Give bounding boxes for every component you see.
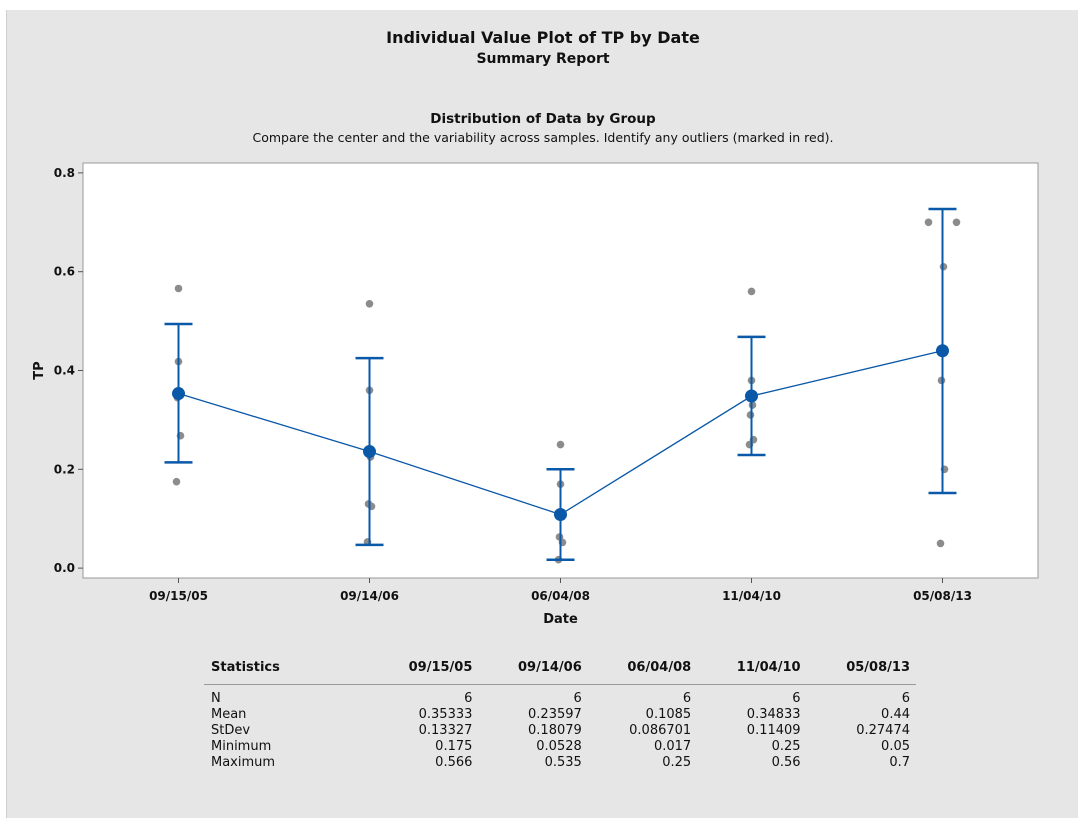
data-point — [556, 440, 565, 449]
x-tick-label: 09/14/06 — [340, 589, 399, 603]
data-point — [747, 287, 756, 296]
statistics-cell: 0.7 — [889, 755, 910, 770]
statistics-cell: 6 — [573, 691, 582, 706]
mean-marker — [554, 508, 567, 522]
x-tick-label: 05/08/13 — [913, 589, 972, 603]
report-subtitle: Summary Report — [476, 51, 610, 67]
panel-subtitle: Compare the center and the variability a… — [252, 130, 834, 145]
statistics-cell: 0.18079 — [528, 723, 582, 738]
y-tick-label: 0.8 — [54, 166, 75, 180]
statistics-cell: 0.44 — [881, 707, 910, 722]
y-tick-label: 0.0 — [54, 561, 75, 575]
statistics-cell: 6 — [464, 691, 473, 706]
statistics-cell: 6 — [682, 691, 692, 706]
mean-marker — [172, 387, 185, 401]
y-tick-label: 0.6 — [54, 265, 75, 279]
statistics-row: Minimum 0.175 0.0528 0.017 0.25 0.05 — [204, 739, 916, 755]
panel-title: Distribution of Data by Group — [430, 111, 656, 127]
statistics-cell: 0.56 — [771, 755, 801, 770]
statistics-cell: 0.086701 — [629, 723, 692, 738]
statistics-column-header: 11/04/10 — [736, 659, 801, 675]
data-point — [365, 300, 374, 308]
x-axis-label: Date — [543, 612, 578, 627]
mean-marker — [745, 389, 758, 403]
data-point — [174, 284, 183, 293]
statistics-cell: 6 — [792, 691, 801, 706]
statistics-cell: 0.05 — [881, 739, 910, 754]
statistics-row: StDev 0.13327 0.18079 0.086701 0.11409 0.2747… — [204, 723, 916, 739]
statistics-row: Mean 0.35333 0.23597 0.1085 0.34833 0.44 — [204, 707, 916, 723]
data-point — [952, 218, 961, 227]
statistics-cell: 0.1085 — [645, 707, 692, 722]
statistics-row: Maximum 0.566 0.535 0.25 0.56 0.7 — [204, 755, 916, 771]
statistics-cell: 0.017 — [653, 739, 692, 754]
x-tick-label: 06/04/08 — [531, 589, 590, 603]
statistics-cell: 0.13327 — [418, 723, 473, 738]
statistics-table: Statistics 09/15/05 09/14/06 06/04/08 11/04/… — [204, 657, 916, 771]
statistics-column-header: 05/08/13 — [846, 659, 910, 675]
statistics-row-label: Minimum — [211, 739, 272, 754]
statistics-header-row: Statistics 09/15/05 09/14/06 06/04/08 11/04/… — [204, 657, 916, 685]
statistics-cell: 0.0528 — [536, 739, 582, 754]
statistics-cell: 0.175 — [435, 739, 473, 754]
statistics-column-header: 06/04/08 — [627, 659, 692, 675]
statistics-cell: 0.35333 — [418, 707, 473, 722]
statistics-cell: 0.535 — [544, 755, 582, 770]
statistics-cell: 0.23597 — [528, 707, 582, 722]
y-tick-label: 0.4 — [54, 364, 75, 378]
statistics-cell: 0.34833 — [746, 707, 801, 722]
data-point — [936, 539, 945, 548]
statistics-row-label: N — [211, 691, 221, 706]
data-point — [172, 477, 181, 486]
x-tick-label: 09/15/05 — [149, 589, 208, 603]
statistics-cell: 0.27474 — [856, 723, 910, 738]
statistics-cell: 6 — [901, 691, 910, 706]
mean-marker — [936, 344, 949, 358]
x-tick-label: 11/04/10 — [722, 589, 781, 603]
statistics-row-label: StDev — [211, 723, 251, 738]
y-tick-label: 0.2 — [54, 462, 75, 476]
statistics-cell: 0.25 — [771, 739, 801, 754]
statistics-header-label: Statistics — [211, 659, 280, 675]
statistics-column-header: 09/15/05 — [408, 659, 473, 675]
individual-value-plot: 0.0 0.2 0.4 0.6 0.8 09/15/05 09/14/06 06/04/08 1… — [32, 162, 1039, 627]
report-title: Individual Value Plot of TP by Date — [386, 28, 700, 47]
statistics-cell: 0.25 — [662, 755, 692, 770]
statistics-row-label: Mean — [211, 707, 247, 722]
y-axis-label: TP — [32, 361, 47, 379]
data-point — [924, 218, 933, 227]
mean-marker — [363, 445, 376, 459]
statistics-cell: 0.566 — [435, 755, 473, 770]
report-background: Individual Value Plot of TP by Date Summ… — [6, 10, 1078, 818]
statistics-row-label: Maximum — [211, 755, 276, 770]
statistics-column-header: 09/14/06 — [518, 659, 582, 675]
statistics-cell: 0.11409 — [746, 723, 801, 738]
statistics-row: N 6 6 6 6 6 — [204, 685, 916, 708]
